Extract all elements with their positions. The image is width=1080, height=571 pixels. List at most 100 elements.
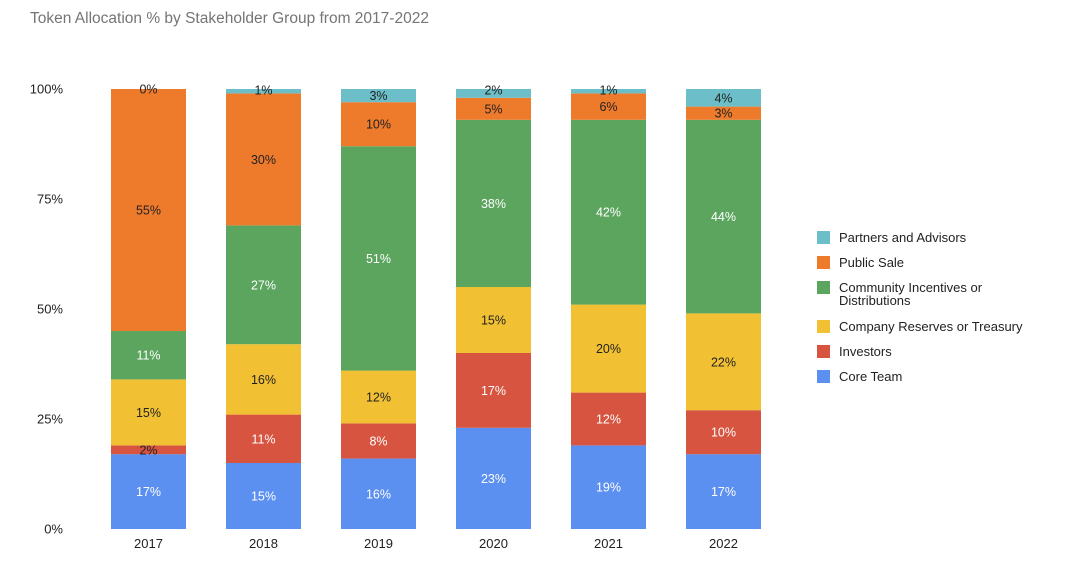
bar-segment-core-team-2019 xyxy=(341,458,416,529)
x-tick-label: 2018 xyxy=(249,536,278,551)
y-tick-label: 50% xyxy=(37,302,63,317)
bar-segment-community-incentives-or-distributions-2018 xyxy=(226,225,301,345)
y-tick-label: 75% xyxy=(37,192,63,207)
bar-segment-core-team-2020 xyxy=(456,427,531,529)
legend-swatch xyxy=(817,345,830,358)
data-label-partners-and-advisors-2018: 1% xyxy=(254,84,272,98)
bar-segment-partners-and-advisors-2019 xyxy=(341,89,416,103)
data-label-core-team-2020: 23% xyxy=(481,472,506,486)
legend-label: Community Incentives or Distributions xyxy=(839,280,983,308)
bar-segment-public-sale-2020 xyxy=(456,97,531,120)
data-label-investors-2020: 17% xyxy=(481,384,506,398)
bar-segment-core-team-2022 xyxy=(686,454,761,529)
y-tick-label: 0% xyxy=(44,522,63,537)
bar-segment-company-reserves-or-treasury-2021 xyxy=(571,304,646,393)
bar-segment-investors-2020 xyxy=(456,353,531,428)
bar-segment-core-team-2017 xyxy=(111,454,186,529)
bar-segment-community-incentives-or-distributions-2019 xyxy=(341,146,416,371)
bar-segment-investors-2019 xyxy=(341,423,416,459)
x-tick-label: 2022 xyxy=(709,536,738,551)
legend-swatch xyxy=(817,320,830,333)
data-label-community-incentives-or-distributions-2022: 44% xyxy=(711,210,736,224)
data-label-investors-2019: 8% xyxy=(369,435,387,449)
data-label-company-reserves-or-treasury-2018: 16% xyxy=(251,373,276,387)
legend-label: Partners and Advisors xyxy=(839,230,967,245)
data-label-core-team-2017: 17% xyxy=(136,485,161,499)
data-label-partners-and-advisors-2020: 2% xyxy=(484,84,502,98)
data-label-company-reserves-or-treasury-2017: 15% xyxy=(136,406,161,420)
bar-segment-investors-2021 xyxy=(571,392,646,446)
bar-segment-public-sale-2022 xyxy=(686,106,761,120)
legend-item-public-sale: Public Sale xyxy=(817,255,904,270)
data-label-core-team-2019: 16% xyxy=(366,487,391,501)
bar-segment-public-sale-2017 xyxy=(111,89,186,331)
bar-segment-community-incentives-or-distributions-2021 xyxy=(571,119,646,305)
data-label-investors-2017: 2% xyxy=(139,443,157,457)
bar-segment-investors-2018 xyxy=(226,414,301,463)
bar-segment-community-incentives-or-distributions-2022 xyxy=(686,119,761,314)
data-label-partners-and-advisors-2022: 4% xyxy=(714,91,732,105)
x-tick-label: 2019 xyxy=(364,536,393,551)
data-label-investors-2018: 11% xyxy=(251,432,275,446)
data-label-community-incentives-or-distributions-2019: 51% xyxy=(366,252,391,266)
legend-swatch xyxy=(817,281,830,294)
data-label-core-team-2018: 15% xyxy=(251,490,276,504)
bar-segment-investors-2022 xyxy=(686,410,761,455)
data-label-public-sale-2019: 10% xyxy=(366,118,391,132)
bar-segment-community-incentives-or-distributions-2017 xyxy=(111,331,186,380)
data-label-public-sale-2017: 55% xyxy=(136,204,161,218)
data-label-partners-and-advisors-2017: 0% xyxy=(139,83,157,97)
data-label-company-reserves-or-treasury-2021: 20% xyxy=(596,342,621,356)
bar-segment-public-sale-2019 xyxy=(341,102,416,147)
data-label-community-incentives-or-distributions-2017: 11% xyxy=(136,349,160,363)
data-label-public-sale-2022: 3% xyxy=(714,107,732,121)
legend-item-investors: Investors xyxy=(817,344,892,359)
bar-segment-company-reserves-or-treasury-2022 xyxy=(686,313,761,411)
legend-swatch xyxy=(817,370,830,383)
bar-segment-investors-2017 xyxy=(111,445,186,455)
data-label-public-sale-2018: 30% xyxy=(251,153,276,167)
data-label-company-reserves-or-treasury-2019: 12% xyxy=(366,391,391,405)
x-tick-label: 2017 xyxy=(134,536,163,551)
bar-segment-core-team-2018 xyxy=(226,463,301,529)
bar-segment-company-reserves-or-treasury-2020 xyxy=(456,287,531,353)
bar-segment-public-sale-2018 xyxy=(226,93,301,226)
data-label-community-incentives-or-distributions-2020: 38% xyxy=(481,197,506,211)
legend-label: Company Reserves or Treasury xyxy=(839,319,1023,334)
legend-label: Investors xyxy=(839,344,892,359)
legend-item-company-reserves-or-treasury: Company Reserves or Treasury xyxy=(817,319,1023,334)
data-label-community-incentives-or-distributions-2021: 42% xyxy=(596,206,621,220)
legend-item-community-incentives-or-distributions: Community Incentives or Distributions xyxy=(817,280,983,308)
data-label-core-team-2021: 19% xyxy=(596,481,621,495)
legend-swatch xyxy=(817,256,830,269)
bar-segment-partners-and-advisors-2022 xyxy=(686,89,761,107)
x-tick-label: 2021 xyxy=(594,536,623,551)
data-label-community-incentives-or-distributions-2018: 27% xyxy=(251,278,276,292)
bar-segment-company-reserves-or-treasury-2019 xyxy=(341,370,416,424)
data-label-partners-and-advisors-2019: 3% xyxy=(369,89,387,103)
bar-segment-company-reserves-or-treasury-2017 xyxy=(111,379,186,446)
data-label-investors-2021: 12% xyxy=(596,413,621,427)
data-label-company-reserves-or-treasury-2020: 15% xyxy=(481,314,506,328)
y-tick-label: 25% xyxy=(37,412,63,427)
y-tick-label: 100% xyxy=(30,82,64,97)
data-label-public-sale-2021: 6% xyxy=(599,100,617,114)
bar-segment-partners-and-advisors-2018 xyxy=(226,89,301,94)
bar-segment-company-reserves-or-treasury-2018 xyxy=(226,344,301,415)
bar-segment-core-team-2021 xyxy=(571,445,646,529)
x-tick-label: 2020 xyxy=(479,536,508,551)
bar-segment-partners-and-advisors-2020 xyxy=(456,89,531,98)
chart-title: Token Allocation % by Stakeholder Group … xyxy=(30,10,429,27)
legend-label: Core Team xyxy=(839,369,902,384)
legend-label: Public Sale xyxy=(839,255,904,270)
bar-segment-community-incentives-or-distributions-2020 xyxy=(456,119,531,287)
data-label-investors-2022: 10% xyxy=(711,426,736,440)
bar-segment-public-sale-2021 xyxy=(571,93,646,120)
legend-item-core-team: Core Team xyxy=(817,369,902,384)
data-label-core-team-2022: 17% xyxy=(711,485,736,499)
data-label-partners-and-advisors-2021: 1% xyxy=(599,84,617,98)
data-label-public-sale-2020: 5% xyxy=(484,102,502,116)
data-label-company-reserves-or-treasury-2022: 22% xyxy=(711,355,736,369)
bar-segment-partners-and-advisors-2021 xyxy=(571,89,646,94)
